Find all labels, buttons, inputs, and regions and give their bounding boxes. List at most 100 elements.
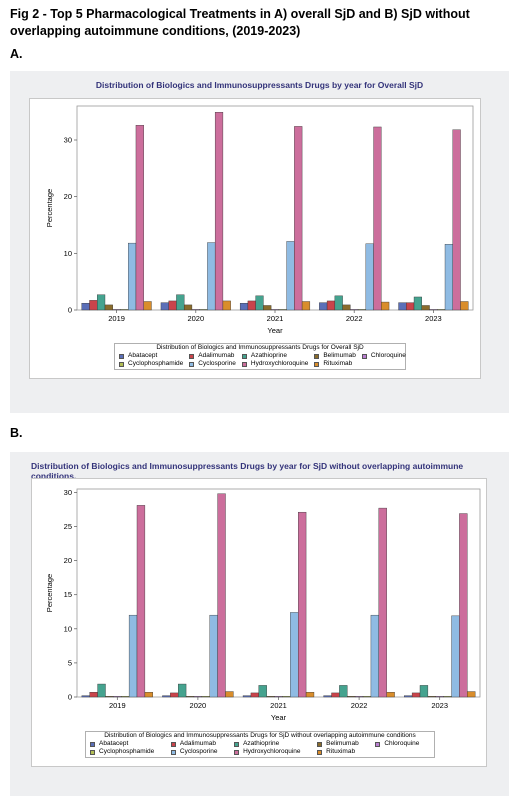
chart-a-legend-item-cyclophosphamide: Cyclophosphamide: [119, 360, 183, 368]
chart-a-xtick-label-2021: 2021: [267, 314, 284, 323]
chart-b-bar-abatacept-2019: [81, 695, 90, 698]
chart-a-bar-chloroquine-2022: [350, 309, 359, 311]
chart-a-ytick-label: 20: [64, 192, 72, 201]
chart-b-bar-chloroquine-2022: [354, 696, 364, 698]
chart-a-legend-item-rituximab: Rituximab: [314, 360, 356, 368]
chart-b-legend-label: Abatacept: [99, 740, 129, 747]
chart-a-ytick-label: 0: [68, 306, 72, 315]
panel-a-label: A.: [10, 47, 23, 61]
chart-a-bar-belimumab-2020: [183, 304, 193, 311]
chart-a-legend-swatch: [119, 361, 124, 367]
chart-a-svg: 0 10 20 30 Percentage 2019 2020 2021 2022 2023 Yea…: [45, 105, 474, 335]
chart-b-ytick-label: 0: [68, 693, 72, 702]
chart-b-bar-azathioprine-2019: [97, 683, 106, 698]
chart-a-bar-cyclophosphamide-2023: [437, 309, 446, 311]
chart-a-bar-chloroquine-2023: [429, 309, 438, 311]
chart-a-bar-abatacept-2019: [81, 302, 90, 311]
chart-a-legend-swatch: [314, 353, 320, 359]
panel-b-label: B.: [10, 426, 23, 440]
chart-b-ytick-label: 20: [64, 556, 72, 565]
chart-b-bar-abatacept-2020: [162, 695, 171, 698]
chart-b-frame: 0 5 10 15 20 25 30 Percentage 2019 2020 2021 2022 20…: [31, 478, 487, 767]
chart-b-ytick-label: 5: [68, 658, 72, 667]
chart-a-legend-label: Cyclophosphamide: [128, 360, 184, 367]
chart-a-bar-abatacept-2023: [398, 302, 407, 311]
chart-a-bar-azathioprine-2019: [97, 294, 106, 311]
chart-b-bar-cyclosporine-2019: [128, 614, 138, 698]
chart-a-legend-label: Chloroquine: [370, 352, 406, 359]
chart-a-bar-azathioprine-2022: [334, 295, 343, 311]
chart-a-bar-chloroquine-2021: [270, 309, 280, 311]
chart-a-bar-cyclophosphamide-2022: [357, 309, 367, 311]
chart-a-bar-chloroquine-2019: [112, 309, 121, 311]
chart-b-legend-label: Cyclophosphamide: [99, 748, 155, 755]
chart-a-bar-azathioprine-2021: [255, 295, 264, 311]
chart-b-bar-belimumab-2021: [266, 696, 275, 698]
chart-a-legend-swatch: [241, 353, 247, 359]
chart-a-bar-cyclosporine-2023: [444, 244, 453, 311]
chart-b-title: Distribution of Biologics and Immunosupp…: [31, 461, 464, 481]
chart-a-bar-chloroquine-2020: [191, 309, 200, 311]
chart-a-bar-adalimumab-2021: [247, 300, 256, 311]
chart-b-bar-rituximab-2020: [225, 691, 234, 698]
chart-a-bar-cyclophosphamide-2020: [199, 309, 208, 311]
chart-a-legend-item-adalimumab: Adalimumab: [189, 352, 236, 360]
chart-b-legend-label: Chloroquine: [384, 740, 420, 747]
chart-b-bar-adalimumab-2023: [411, 692, 421, 698]
chart-b-ytick-label: 10: [64, 624, 72, 633]
chart-a-bar-hydroxychloroquine-2023: [452, 129, 461, 311]
chart-a-legend-swatch: [189, 353, 195, 359]
chart-b-legend-item-azathioprine: Azathioprine: [234, 740, 311, 748]
chart-b-svg: 0 5 10 15 20 25 30 Percentage 2019 2020 2021 2022 20…: [45, 488, 481, 722]
chart-a-bar-adalimumab-2022: [326, 300, 336, 311]
chart-b-legend-label: Belimumab: [326, 740, 359, 747]
chart-a-legend-swatch: [119, 353, 124, 359]
chart-b-legend-label: Rituximab: [326, 748, 356, 755]
chart-a-bar-cyclosporine-2020: [207, 242, 216, 311]
chart-b-bar-abatacept-2021: [242, 695, 252, 698]
chart-a-bar-hydroxychloroquine-2021: [294, 126, 303, 311]
chart-a-bar-adalimumab-2019: [89, 300, 98, 311]
chart-b-ytick-label: 15: [64, 590, 72, 599]
chart-b-legend-swatch: [317, 741, 323, 747]
chart-a-legend: Distribution of Biologics and Immunosupp…: [114, 343, 406, 370]
chart-a-legend-item-hydroxychloroquine: Hydroxychloroquine: [241, 360, 308, 368]
chart-b-bar-azathioprine-2021: [258, 685, 267, 698]
chart-b-bar-rituximab-2019: [144, 692, 153, 698]
chart-b-legend-label: Adalimumab: [179, 740, 217, 747]
chart-b-bar-rituximab-2023: [467, 691, 476, 698]
chart-b-bar-cyclosporine-2020: [209, 614, 218, 698]
chart-b-legend-item-hydroxychloroquine: Hydroxychloroquine: [234, 748, 311, 756]
chart-b-xtick-label-2020: 2020: [190, 701, 207, 710]
chart-b-bar-adalimumab-2021: [250, 692, 259, 698]
chart-b-legend-item-belimumab: Belimumab: [317, 740, 369, 748]
chart-b-bar-belimumab-2020: [185, 696, 195, 698]
chart-b-xtick-label-2023: 2023: [431, 701, 448, 710]
chart-b-legend-swatch: [234, 749, 240, 755]
chart-a-bar-cyclosporine-2019: [128, 242, 137, 311]
chart-a-bar-rituximab-2020: [222, 300, 231, 311]
chart-a-legend-item-cyclosporine: Cyclosporine: [189, 360, 236, 368]
chart-b-legend-item-abatacept: Abatacept: [90, 740, 165, 748]
chart-b-bar-azathioprine-2020: [177, 683, 187, 698]
chart-a-legend-item-chloroquine: Chloroquine: [361, 352, 406, 360]
chart-b-bar-azathioprine-2022: [339, 685, 348, 698]
chart-b-bar-hydroxychloroquine-2019: [136, 505, 146, 698]
chart-b-legend-item-chloroquine: Chloroquine: [375, 740, 430, 748]
chart-b-legend-label: Hydroxychloroquine: [243, 748, 301, 755]
chart-a-legend-label: Rituximab: [323, 360, 353, 367]
chart-b-bar-chloroquine-2021: [274, 696, 283, 698]
chart-b-legend-swatch: [170, 741, 176, 747]
chart-b-ytick-label: 30: [64, 488, 72, 497]
chart-a-xtick-label-2019: 2019: [108, 314, 125, 323]
chart-a-ytick-label: 10: [64, 249, 72, 258]
chart-b-bar-cyclophosphamide-2020: [201, 696, 210, 698]
chart-b-ylabel: Percentage: [45, 574, 54, 612]
chart-b-legend-item-cyclosporine: Cyclosporine: [170, 748, 228, 756]
chart-b-bar-belimumab-2022: [347, 696, 356, 698]
chart-a-bar-cyclophosphamide-2021: [278, 309, 287, 311]
chart-a-bar-hydroxychloroquine-2019: [135, 125, 144, 311]
chart-b-legend-swatch: [234, 741, 240, 747]
chart-b-bar-cyclosporine-2022: [370, 614, 380, 698]
chart-b-legend-title: Distribution of Biologics and Immunosupp…: [104, 732, 416, 739]
